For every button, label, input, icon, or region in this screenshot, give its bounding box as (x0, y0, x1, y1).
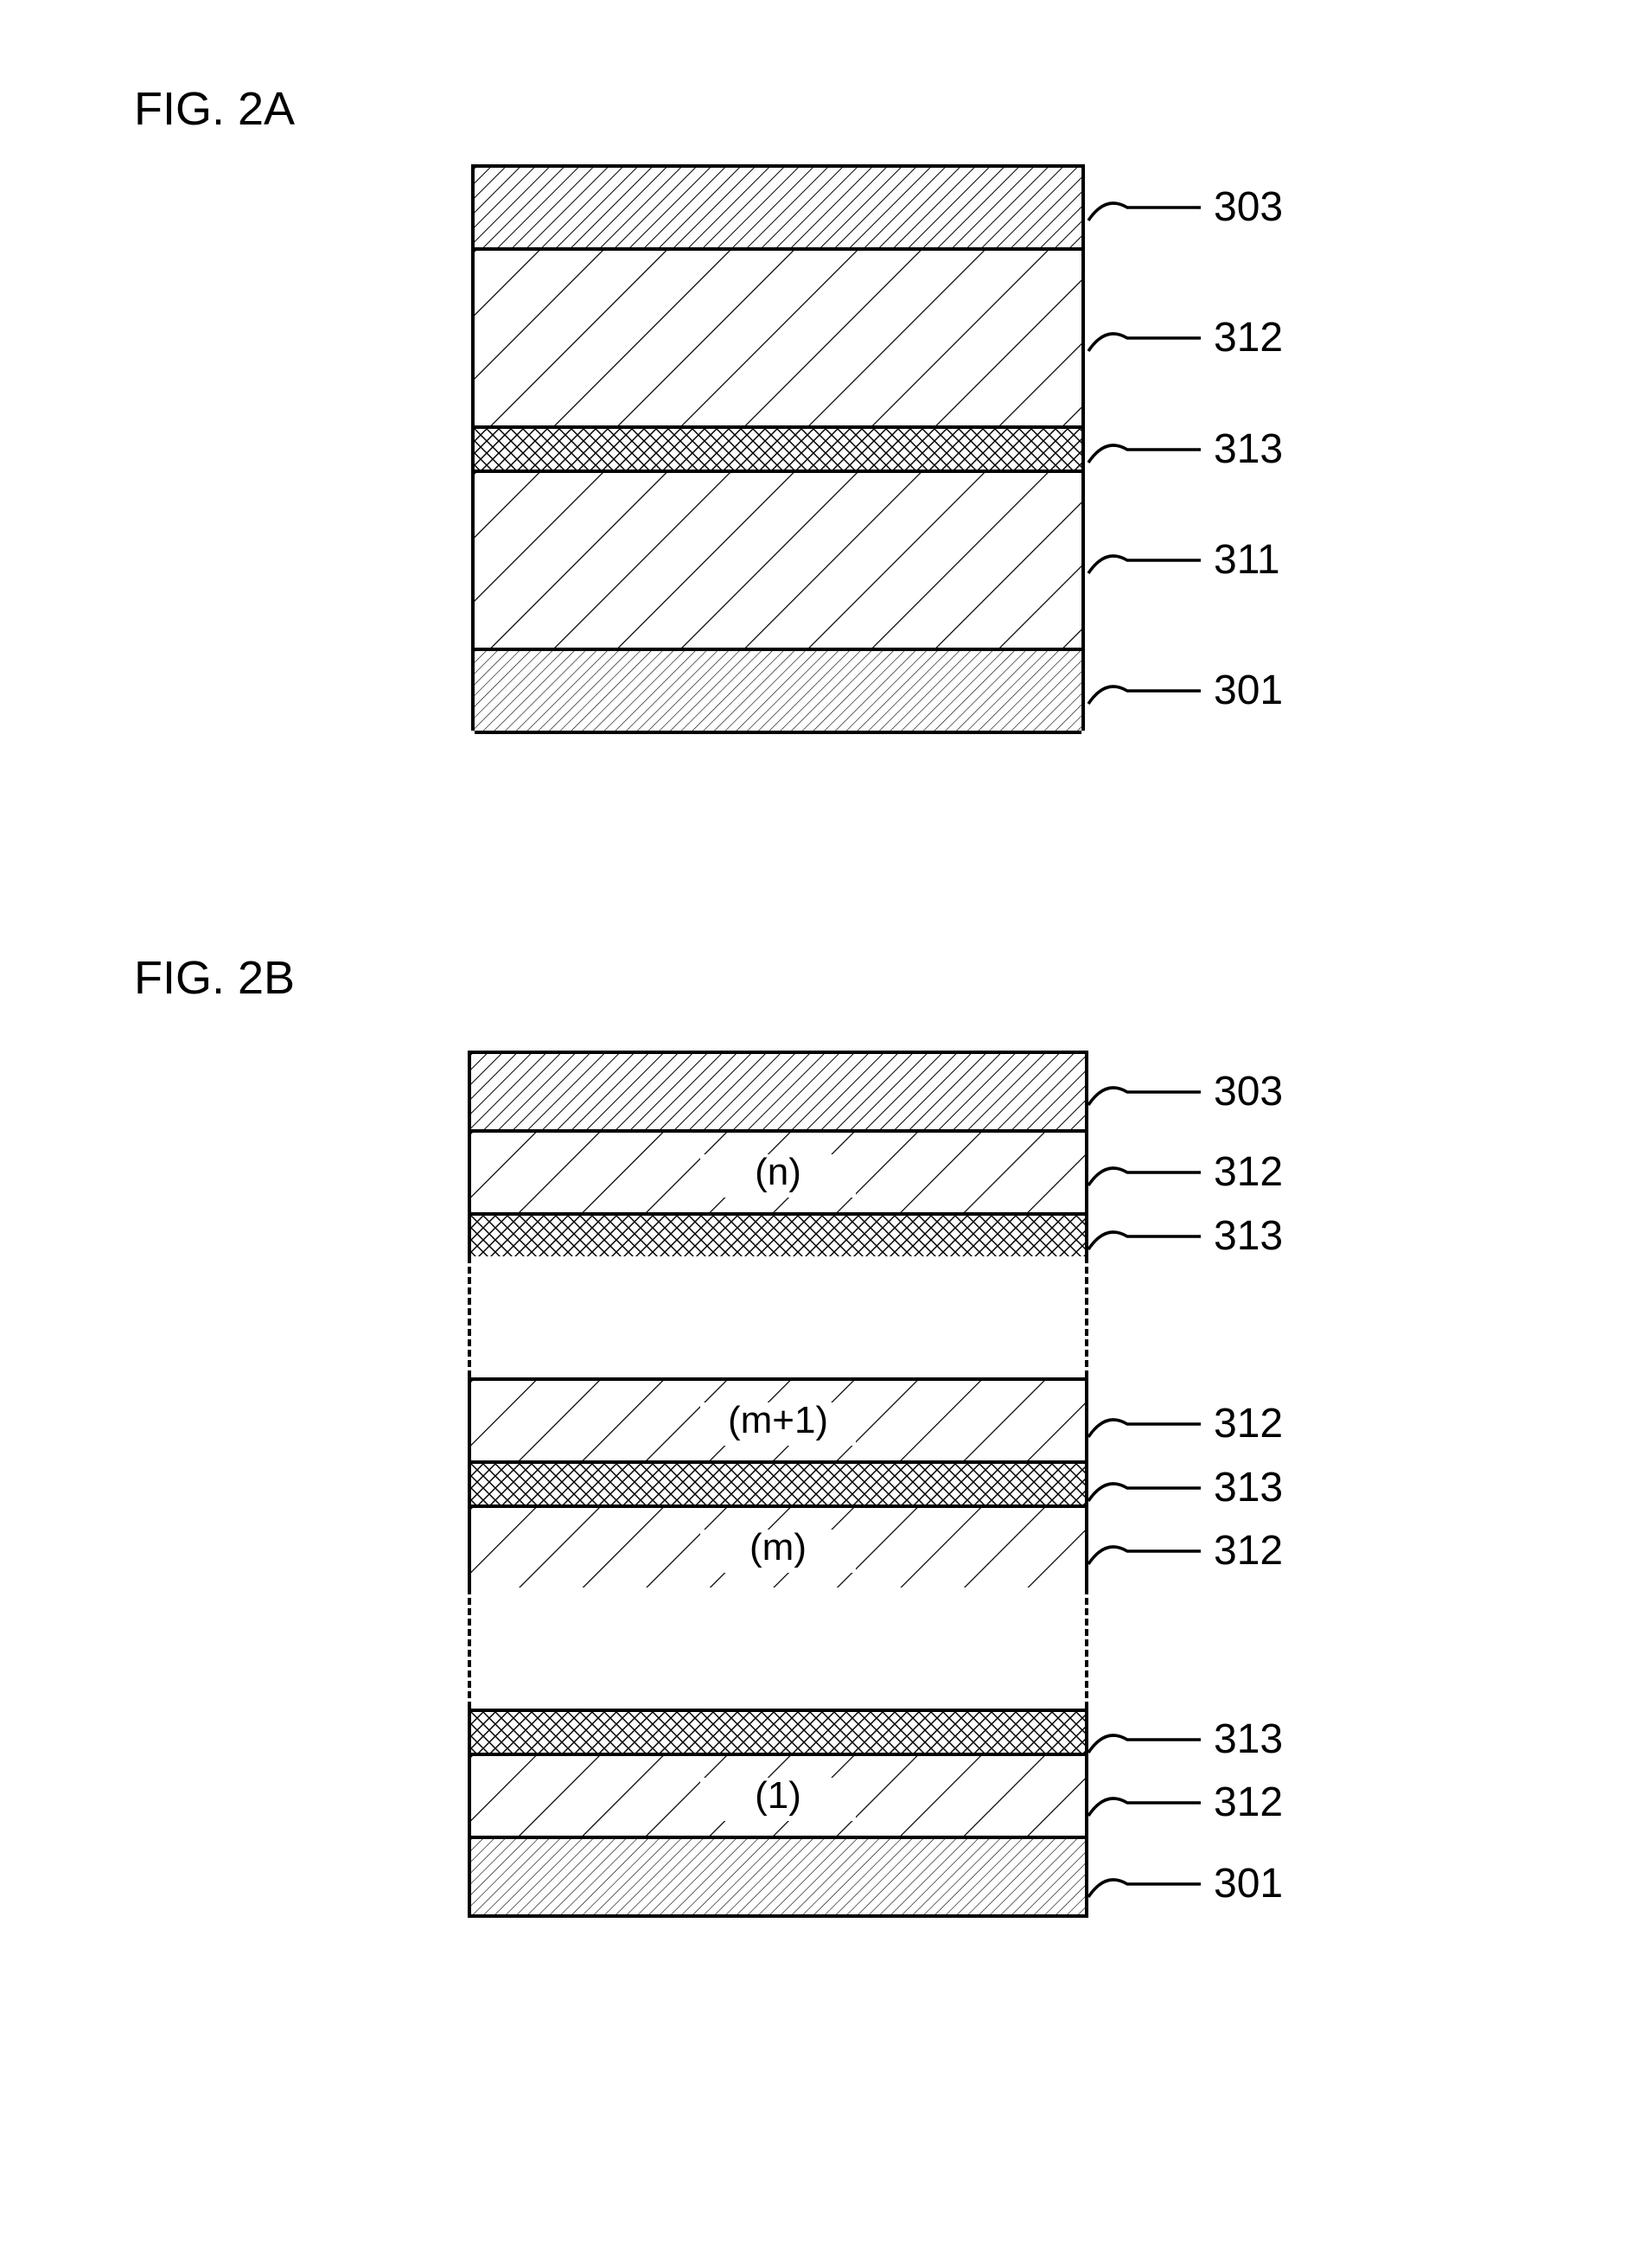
layer-index-text: (m+1) (471, 1399, 1085, 1442)
dash-line-right (1085, 1587, 1088, 1709)
leader-line (1088, 1407, 1227, 1454)
leader-line (1088, 1219, 1227, 1267)
layer-label-303: 303 (1214, 183, 1283, 231)
leader-line (1088, 1471, 1227, 1518)
layer-313b (471, 1709, 1085, 1756)
dash-line-left (468, 1587, 471, 1709)
leader-line (1088, 1722, 1227, 1770)
layer-301 (475, 648, 1081, 734)
layer-301 (471, 1836, 1085, 1918)
layer-303 (475, 164, 1081, 251)
figure-label-b: FIG. 2B (134, 951, 295, 1005)
layer-stack: (m+1) (m) (468, 1377, 1088, 1591)
layer-label-301: 301 (1214, 1860, 1283, 1907)
layer-label-313: 313 (1214, 1464, 1283, 1511)
leader-line (1088, 1155, 1227, 1203)
layer-313m (471, 1460, 1085, 1508)
layer-label-313: 313 (1214, 425, 1283, 473)
leader-line (1088, 1075, 1227, 1122)
leader-line (1088, 321, 1227, 368)
layer-312n: (n) (471, 1129, 1085, 1216)
layer-label-313: 313 (1214, 1715, 1283, 1763)
layer-index-text: (m) (471, 1526, 1085, 1569)
leader-line (1088, 543, 1227, 591)
layer-label-311: 311 (1214, 536, 1280, 584)
leader-line (1088, 1785, 1227, 1833)
layer-312m: (m) (471, 1504, 1085, 1591)
layer-303 (471, 1051, 1085, 1133)
layer-label-303: 303 (1214, 1068, 1283, 1115)
layer-312_1: (1) (471, 1753, 1085, 1839)
ellipsis-gap (471, 1587, 1085, 1709)
layer-stack: (n) (468, 1051, 1088, 1260)
layer-312m1: (m+1) (471, 1377, 1085, 1464)
layer-311 (475, 470, 1081, 651)
layer-label-312: 312 (1214, 314, 1283, 361)
layer-label-312: 312 (1214, 1148, 1283, 1196)
layer-index-text: (1) (471, 1774, 1085, 1817)
layer-stack: (1) (468, 1709, 1088, 1918)
figure-label-a: FIG. 2A (134, 82, 295, 136)
diagram-2a (471, 164, 1085, 731)
page-container: FIG. 2A FIG. 2B (n) (m+1) (m) (1) 303 312 313… (0, 0, 1652, 2255)
layer-label-312: 312 (1214, 1779, 1283, 1826)
layer-312 (475, 247, 1081, 429)
layer-313 (475, 425, 1081, 473)
leader-line (1088, 1867, 1227, 1914)
dash-line-right (1085, 1256, 1088, 1377)
layer-313t (471, 1212, 1085, 1260)
diagram-2b: (n) (m+1) (m) (1) (471, 1051, 1085, 1914)
leader-line (1088, 432, 1227, 480)
ellipsis-gap (471, 1256, 1085, 1377)
leader-line (1088, 1534, 1227, 1581)
layer-index-text: (n) (471, 1151, 1085, 1194)
layer-label-312: 312 (1214, 1400, 1283, 1447)
leader-line (1088, 674, 1227, 721)
layer-label-301: 301 (1214, 667, 1283, 714)
layer-label-313: 313 (1214, 1212, 1283, 1260)
dash-line-left (468, 1256, 471, 1377)
leader-line (1088, 190, 1227, 238)
layer-label-312: 312 (1214, 1527, 1283, 1575)
